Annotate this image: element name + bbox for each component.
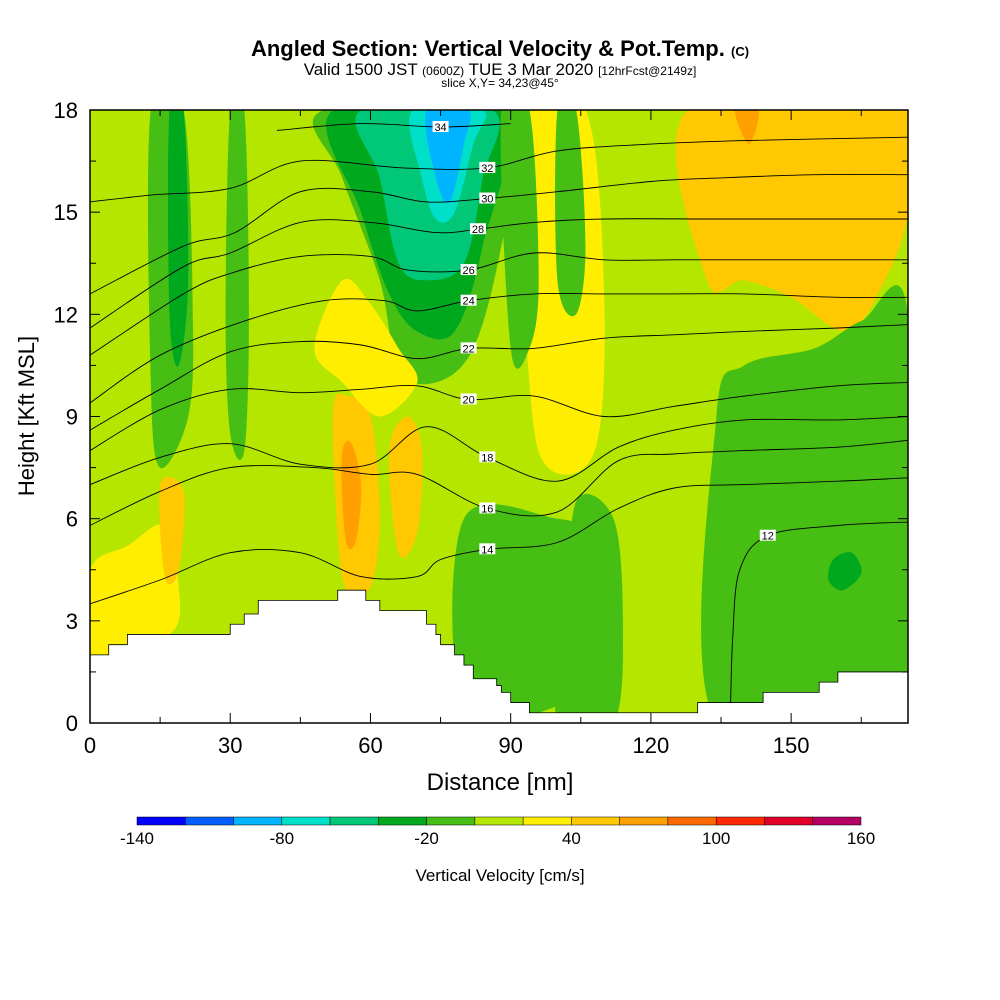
velocity-region	[735, 110, 759, 145]
contour-label: 12	[762, 531, 774, 543]
contour-label: 20	[462, 394, 474, 406]
contour-label: 22	[462, 343, 474, 355]
theta-contour-line	[90, 477, 908, 605]
colorbar-swatch	[764, 816, 813, 826]
velocity-region	[555, 110, 586, 317]
contour-label-bg	[460, 294, 477, 306]
colorbar-tick-label: -80	[270, 829, 295, 848]
colorbar-tick-label: 100	[702, 829, 730, 848]
contour-label-bg	[460, 264, 477, 276]
contour-label-bg	[479, 543, 496, 555]
contour-label-bg	[432, 121, 449, 133]
chart-subtitle: Valid 1500 JST (0600Z) TUE 3 Mar 2020 [1…	[303, 60, 697, 79]
contour-label: 16	[481, 503, 493, 515]
contour-label: 26	[462, 265, 474, 277]
y-tick-label: 12	[54, 302, 78, 327]
colorbar-swatch	[185, 816, 234, 826]
colorbar-tick-label: -20	[414, 829, 439, 848]
contour-label-bg	[460, 393, 477, 405]
velocity-region	[828, 552, 862, 591]
contour-label-bg	[479, 192, 496, 204]
contour-label-bg	[469, 223, 486, 235]
colorbar-swatch	[281, 816, 331, 826]
x-tick-label: 150	[773, 733, 810, 758]
contour-label: 18	[481, 452, 493, 464]
contour-label: 34	[434, 122, 446, 134]
colorbar-swatch	[136, 816, 186, 826]
velocity-region	[314, 278, 418, 417]
colorbar-swatch	[619, 816, 669, 826]
colorbar-swatch	[812, 816, 862, 826]
contour-label-bg	[479, 451, 496, 463]
x-tick-label: 0	[84, 733, 96, 758]
x-tick-label: 30	[218, 733, 242, 758]
y-tick-label: 18	[54, 98, 78, 123]
colorbar-swatch	[378, 816, 427, 826]
theta-contours: 12 14 16 18 20 22 24 26 28 30 32 34	[90, 121, 908, 713]
velocity-region	[225, 110, 249, 460]
contour-label: 24	[462, 296, 474, 308]
colorbar-tick-label: -140	[120, 829, 154, 848]
colorbar-tick-label: 160	[847, 829, 875, 848]
contour-label: 28	[472, 224, 484, 236]
velocity-region	[388, 416, 423, 558]
colorbar-swatch	[571, 816, 620, 826]
contour-label-bg	[460, 342, 477, 354]
colorbar-swatch	[329, 816, 379, 826]
y-tick-label: 3	[66, 609, 78, 634]
slice-label: slice X,Y= 34,23@45°	[441, 76, 559, 90]
theta-contour-line	[729, 521, 908, 713]
velocity-region	[159, 476, 185, 585]
colorbar-swatch	[715, 816, 765, 826]
colorbar-swatch	[233, 816, 283, 826]
colorbar: -140 -80 -20 40 100 160	[120, 816, 875, 848]
theta-contour-line	[90, 218, 908, 329]
x-axis-label: Distance [nm]	[427, 769, 574, 796]
contour-label-bg	[759, 529, 776, 541]
colorbar-label: Vertical Velocity [cm/s]	[415, 866, 584, 885]
velocity-region	[167, 110, 189, 367]
y-tick-label: 6	[66, 507, 78, 532]
contour-label: 14	[481, 544, 493, 556]
contour-label-bg	[479, 161, 496, 173]
terrain-mask	[90, 589, 908, 723]
x-tick-label: 90	[498, 733, 522, 758]
colorbar-swatch	[522, 816, 572, 826]
axes: 0 30 60 90 120 150 0 3 6 9 12 15 18	[54, 98, 908, 758]
contour-label: 32	[481, 163, 493, 175]
colorbar-tick-label: 40	[562, 829, 581, 848]
x-tick-label: 120	[633, 733, 670, 758]
x-tick-label: 60	[358, 733, 382, 758]
contour-label: 30	[481, 194, 493, 206]
y-axis-label: Height [Kft MSL]	[14, 336, 39, 496]
theta-contour-line	[90, 173, 908, 295]
contour-label-bg	[479, 502, 496, 514]
theta-contour-line	[276, 123, 511, 131]
terrain	[90, 589, 908, 723]
colorbar-swatch	[474, 816, 524, 826]
y-tick-label: 9	[66, 405, 78, 430]
theta-contour-line	[90, 136, 908, 203]
colorbar-swatch	[667, 816, 717, 826]
velocity-region	[675, 110, 908, 332]
velocity-region	[500, 110, 539, 369]
velocity-region	[90, 524, 181, 659]
velocity-region	[555, 494, 623, 723]
colorbar-swatch	[426, 816, 476, 826]
velocity-region	[425, 110, 471, 204]
velocity-field	[90, 110, 908, 723]
y-tick-label: 15	[54, 200, 78, 225]
chart-title: Angled Section: Vertical Velocity & Pot.…	[250, 36, 750, 61]
y-tick-label: 0	[66, 711, 78, 736]
